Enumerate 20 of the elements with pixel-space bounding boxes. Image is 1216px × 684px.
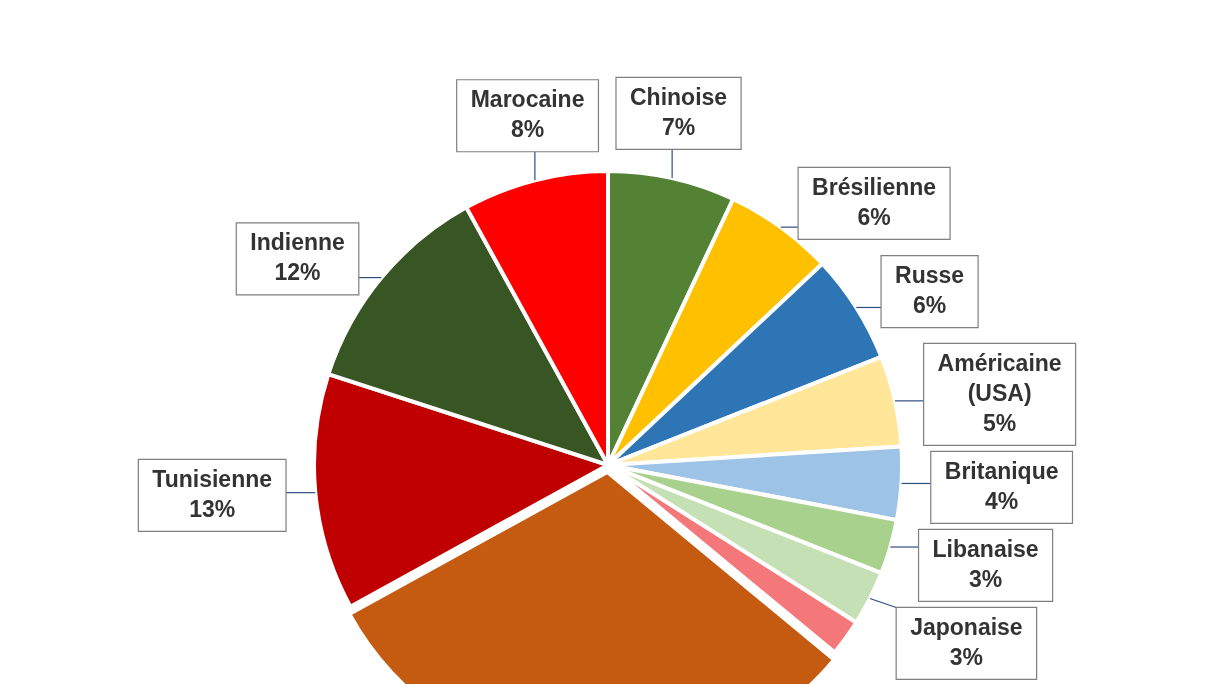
slice-label: Marocaine [470, 86, 585, 113]
slice-label: Brésilienne [812, 173, 937, 200]
data-label: 5% [982, 409, 1017, 436]
slice-label: Russe [895, 262, 965, 289]
data-label: 6% [912, 292, 947, 319]
slice-label: Américaine (USA) [937, 349, 1062, 406]
data-label: 8% [510, 116, 545, 143]
data-label: 12% [274, 259, 321, 286]
data-label: 7% [661, 113, 696, 140]
slice-label: Libanaise [932, 535, 1039, 562]
slice-label: Britanique [944, 457, 1059, 484]
slice-label: Indienne [250, 229, 345, 256]
data-label: 13% [189, 495, 236, 522]
slice-label: Japonaise [910, 613, 1023, 640]
data-label: 3% [968, 565, 1003, 592]
slice-label: Chinoise [629, 83, 728, 110]
data-label: 6% [857, 203, 891, 230]
slice-label: Tunisienne [152, 465, 273, 492]
data-label: 3% [949, 643, 984, 670]
data-label: 4% [985, 487, 1019, 514]
